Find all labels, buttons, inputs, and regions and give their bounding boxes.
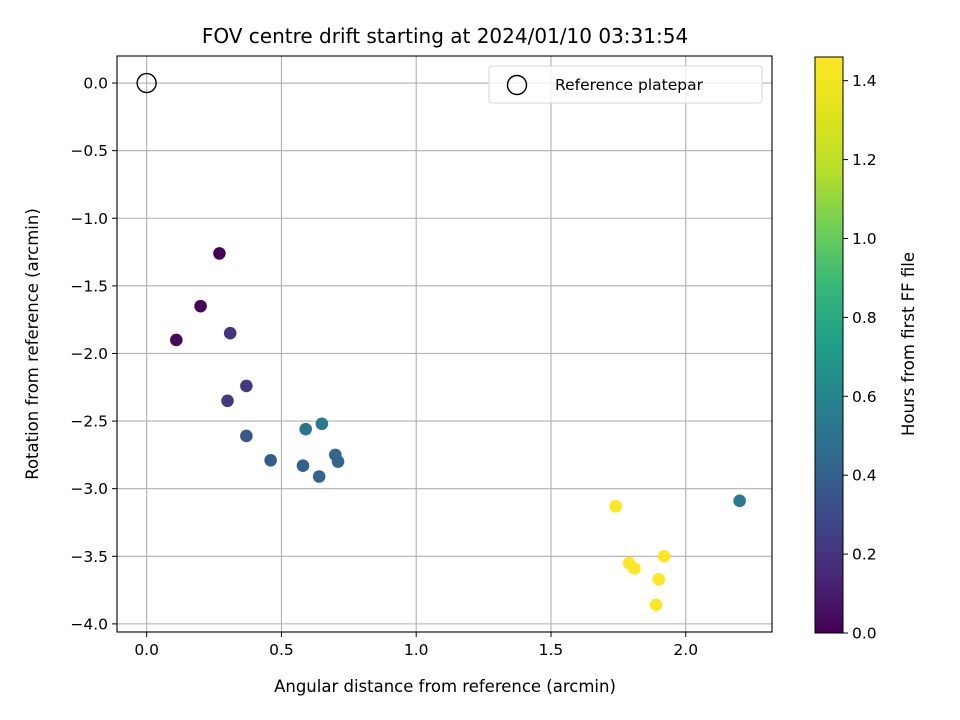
colorbar-tick-label: 0.0 [852,625,877,643]
data-point [240,429,253,443]
data-point [628,562,641,575]
y-axis-ticks: 0.0 −0.5 −1.0 −1.5 −2.0 −2.5 −3.0 −3.5 −4.0 [70,75,117,633]
colorbar-label: Hours from first FF file [899,252,918,436]
x-axis-ticks: 0.0 0.5 1.0 1.5 2.0 [134,632,698,659]
x-tick-label: 1.5 [539,641,564,659]
data-point [652,572,666,586]
data-point [299,422,312,436]
colorbar-tick-label: 1.4 [852,72,877,90]
colorbar-tick-label: 0.6 [852,388,877,406]
legend-box [488,65,763,104]
data-point [264,453,277,467]
data-point [223,326,237,340]
data-point [609,499,622,513]
reference-platepar-marker [136,72,157,94]
colorbar [814,56,844,634]
plot-frame [116,55,773,633]
y-tick-label: −2.0 [70,345,108,363]
x-axis-label: Angular distance from reference (arcmin) [274,677,616,696]
y-tick-label: −3.0 [70,480,108,498]
legend-reference-marker [506,74,528,96]
colorbar-ticks: 0.0 0.2 0.4 0.6 0.8 1.0 1.2 1.4 [843,72,877,643]
colorbar-tick-label: 0.8 [852,309,877,327]
y-tick-label: 0.0 [83,75,108,93]
y-tick-label: −4.0 [70,615,108,633]
y-tick-label: −3.5 [70,548,108,566]
data-point [213,247,226,260]
grid-lines [117,56,772,632]
data-point [312,470,326,483]
y-axis-label: Rotation from reference (arcmin) [23,208,42,480]
colorbar-tick-label: 1.2 [852,151,877,169]
colorbar-tick-label: 0.4 [852,467,877,485]
data-point [170,333,183,347]
data-point [194,299,207,313]
colorbar-tick-label: 1.0 [852,230,877,248]
data-point [657,549,671,563]
legend-label-reference: Reference platepar [555,76,704,94]
data-point [733,494,746,508]
data-point [331,455,345,468]
data-points [136,72,746,612]
chart-title: FOV centre drift starting at 2024/01/10 … [202,24,688,48]
y-tick-label: −1.5 [70,277,108,295]
legend: Reference platepar [488,65,763,104]
x-tick-label: 1.0 [404,641,429,659]
data-point [221,394,234,408]
x-tick-label: 2.0 [673,641,698,659]
data-point [240,379,253,393]
data-point [315,417,329,431]
y-tick-label: −1.0 [70,210,108,228]
y-tick-label: −0.5 [70,142,108,160]
x-tick-label: 0.5 [269,641,294,659]
x-tick-label: 0.0 [134,641,159,659]
y-tick-label: −2.5 [70,413,108,431]
data-point [649,598,663,612]
colorbar-tick-label: 0.2 [852,546,877,564]
data-point [296,459,310,472]
